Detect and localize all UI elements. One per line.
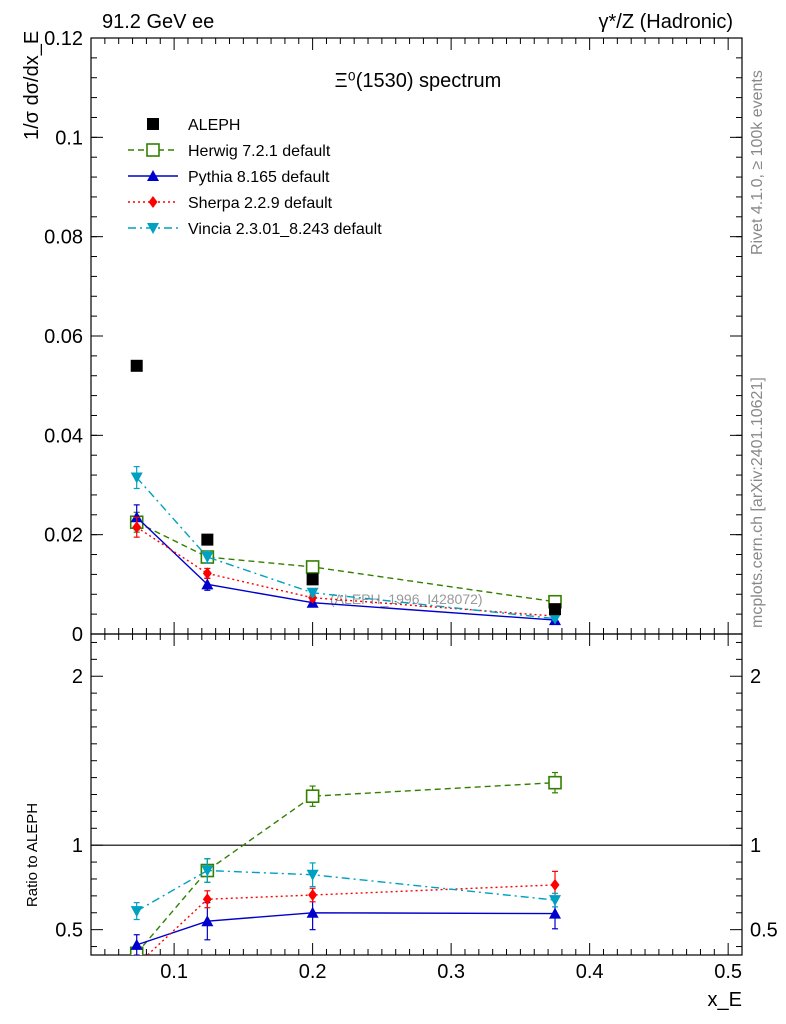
main-series-vincia <box>130 466 562 625</box>
ratio-point-vincia <box>549 895 562 907</box>
x-tick-label: 0.1 <box>160 961 188 983</box>
main-point-vincia <box>130 472 143 484</box>
main-point-sherpa <box>202 567 212 580</box>
x-tick-label: 0.2 <box>299 961 327 983</box>
ratio-line-herwig <box>136 781 556 954</box>
ratio-series-vincia <box>130 858 562 921</box>
plot-title: Ξ⁰(1530) spectrum <box>335 70 502 92</box>
ratio-series-pythia <box>130 895 562 955</box>
ratio-point-vincia <box>201 865 214 877</box>
main-ytick-label: 0 <box>72 624 83 646</box>
ratio-point-sherpa <box>550 878 560 891</box>
main-point-aleph <box>306 573 319 586</box>
legend-label-pythia: Pythia 8.165 default <box>188 169 330 186</box>
ratio-point-vincia <box>130 906 143 918</box>
main-point-herwig <box>305 560 320 574</box>
ratio-ytick-label-left: 1 <box>72 835 83 857</box>
ratio-point-pythia <box>201 915 214 927</box>
main-point-pythia <box>201 578 214 590</box>
main-point-sherpa <box>132 521 142 534</box>
main-ytick-label: 0.1 <box>55 127 83 149</box>
main-point-vincia <box>306 587 319 599</box>
ratio-ytick-label-right: 1 <box>750 835 761 857</box>
main-ytick-label: 0.02 <box>44 525 83 547</box>
ratio-line-vincia <box>136 869 556 912</box>
legend-label-aleph: ALEPH <box>188 117 240 134</box>
legend-marker-herwig <box>146 143 160 157</box>
header-left: 91.2 GeV ee <box>102 11 214 33</box>
ratio-frame <box>90 633 743 956</box>
main-ytick-label: 0.08 <box>44 227 83 249</box>
x-tick-label: 0.5 <box>714 961 742 983</box>
main-point-aleph <box>201 533 214 546</box>
main-ylabel: 1/σ dσ/dx_E <box>21 31 43 140</box>
legend-marker-sherpa <box>148 196 158 208</box>
main-point-vincia <box>549 613 562 625</box>
analysis-watermark: (ALEPH_1996_I428072) <box>330 591 483 607</box>
ratio-point-pythia <box>130 938 143 950</box>
ratio-point-pythia <box>306 906 319 918</box>
main-point-vincia <box>201 552 214 564</box>
ratio-ytick-label-left: 0.5 <box>55 920 83 942</box>
ratio-panel: 0.5 0.5 1 1 2 2 0.1 0.2 0.3 0.4 0.5 <box>55 633 778 983</box>
ratio-point-vincia <box>306 869 319 881</box>
x-axis-label: x_E <box>708 989 742 1011</box>
x-tick-label: 0.3 <box>437 961 465 983</box>
ratio-point-sherpa <box>132 959 141 971</box>
ratio-point-sherpa <box>202 893 212 906</box>
ratio-point-herwig <box>548 775 562 790</box>
main-ytick-label: 0.12 <box>44 28 83 50</box>
ratio-ytick-label-right: 2 <box>750 666 761 688</box>
main-line-herwig <box>136 521 556 603</box>
ratio-point-herwig <box>305 789 320 803</box>
ratio-ylabel: Ratio to ALEPH <box>24 803 41 907</box>
legend-marker-aleph <box>147 118 159 130</box>
legend: ALEPH Herwig 7.2.1 default Pythia 8.165 de… <box>128 117 382 238</box>
rivet-label: Rivet 4.1.0, ≥ 100k events <box>749 70 766 255</box>
main-series-pythia <box>130 504 562 626</box>
ratio-ytick-label-left: 2 <box>72 666 83 688</box>
ratio-point-pythia <box>549 907 562 919</box>
mcplots-label: mcplots.cern.ch [arXiv:2401.10621] <box>749 377 766 628</box>
main-point-aleph <box>130 359 143 372</box>
main-ytick-label: 0.04 <box>44 425 83 447</box>
main-series-aleph <box>130 359 562 616</box>
legend-label-vincia: Vincia 2.3.01_8.243 default <box>188 221 382 238</box>
ratio-point-sherpa <box>308 889 318 902</box>
legend-marker-vincia <box>147 223 159 234</box>
legend-label-herwig: Herwig 7.2.1 default <box>188 143 331 160</box>
ratio-series-sherpa <box>132 870 560 971</box>
ratio-ytick-label-right: 0.5 <box>750 920 778 942</box>
main-point-aleph <box>549 603 562 616</box>
main-ytick-label: 0.06 <box>44 326 83 348</box>
legend-marker-pythia <box>147 170 159 181</box>
header-right: γ*/Z (Hadronic) <box>599 11 733 33</box>
ratio-line-pythia <box>136 912 556 946</box>
ratio-series-herwig <box>129 771 562 955</box>
main-panel: 0 0.02 0.04 0.06 0.08 0.1 0.12 <box>44 28 743 646</box>
main-line-pythia <box>136 516 556 621</box>
legend-label-sherpa: Sherpa 2.2.9 default <box>188 195 333 212</box>
x-tick-label: 0.4 <box>576 961 604 983</box>
